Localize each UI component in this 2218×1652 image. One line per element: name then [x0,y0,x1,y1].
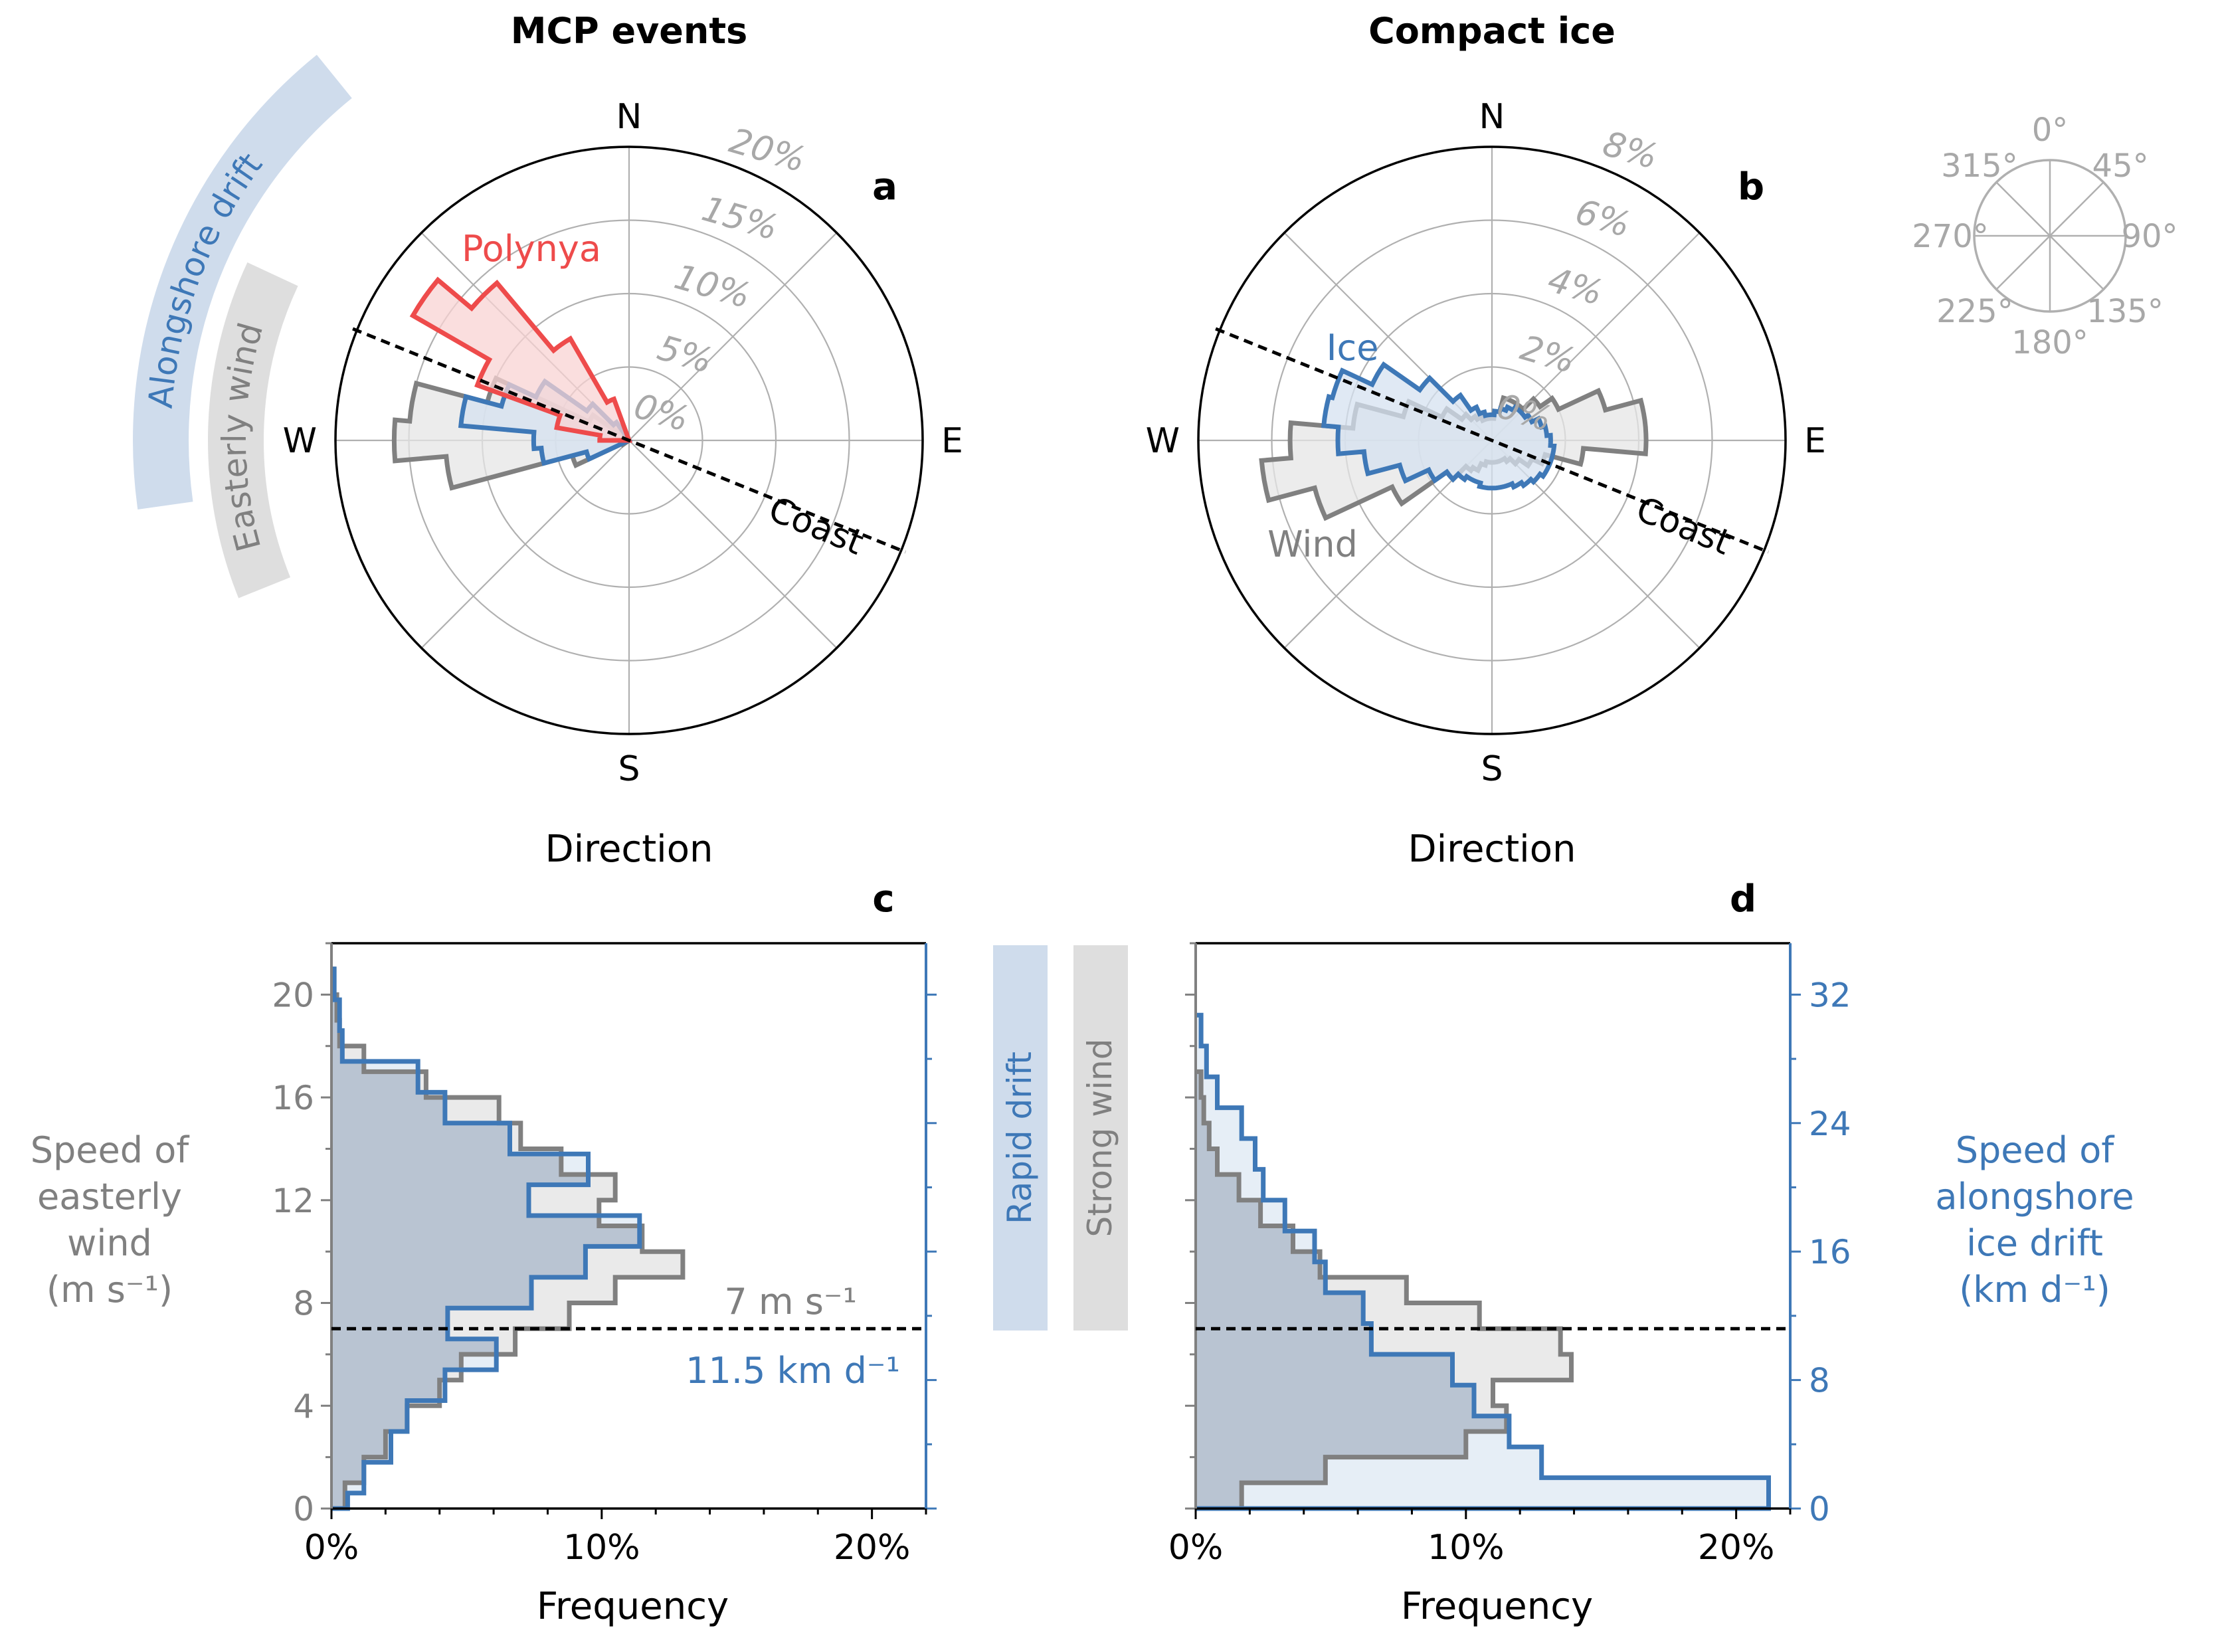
compass-legend-spoke [1995,181,2104,290]
compass-w: W [1146,421,1180,461]
rose-ice [1321,361,1557,491]
histogram-panel-d: 0 8 16 24 32 0% 10% 20% Frequency d Speed of alongs… [1168,877,2134,1628]
right-axis-label: (km d⁻¹) [1959,1269,2110,1311]
rapid-drift-band: Rapid drift [993,945,1048,1331]
easterly-wind-band-shape [208,262,298,598]
left-tick-label: 16 [272,1079,314,1117]
polar-frame [334,145,924,735]
compass-legend-label: 90° [2121,218,2177,255]
panel-label: c [872,877,894,921]
compass-e: E [1804,421,1826,461]
bottom-tick-label: 0% [304,1528,359,1568]
compass-legend: 0° 45° 90° 135°180°225° 270° 315° [1912,112,2177,361]
compass-n: N [1479,97,1505,137]
bottom-tick-label: 10% [563,1528,640,1568]
x-axis-label: Direction [1408,828,1576,871]
x-axis-label: Frequency [537,1585,729,1628]
compass-s: S [1481,749,1503,789]
left-tick-label: 0 [293,1490,314,1528]
hist-line-ice [331,966,642,1511]
coast-line [1215,327,1769,554]
coast-line [352,327,906,554]
hist-overlap [1196,968,1507,1509]
bottom-tick-label: 10% [1428,1528,1505,1568]
right-axis-label: alongshore [1935,1176,2134,1218]
ring-label: 6% [1571,192,1635,245]
hist-line-wind [1195,1069,1574,1511]
compass-legend-label: 180° [2011,324,2088,361]
right-tick-label: 0 [1809,1490,1830,1528]
compass-legend-label: 315° [1941,147,2018,185]
ring-label: 20% [725,121,810,181]
panel-label: d [1730,877,1756,921]
compass-legend-label: 0° [2032,112,2069,149]
coast-label: Coast [1631,490,1736,563]
left-axis-label: wind [67,1222,152,1264]
title-a: MCP events [511,10,748,52]
threshold-label-ice: 11.5 km d⁻¹ [686,1350,900,1392]
annotation-polynya: Polynya [462,228,601,270]
compass-n: N [616,97,642,137]
coast-label: Coast [763,490,869,563]
ring-label: 2% [1516,328,1580,381]
bottom-tick-label: 20% [834,1528,911,1568]
x-axis-label: Direction [545,828,713,871]
threshold-label-wind: 7 m s⁻¹ [724,1281,857,1323]
histogram-panel-c: 0 4 8 12 16 20 0% 10% 20% Frequency 7 m s⁻¹ 11.5 km… [31,877,937,1628]
rose-polynya [409,276,633,443]
panel-label: a [872,165,897,209]
right-tick-label: 8 [1809,1362,1830,1400]
left-axis-label: (m s⁻¹) [46,1269,173,1311]
ring-label: 4% [1544,260,1608,314]
strong-wind-band-shape [1073,945,1128,1331]
alongshore-drift-band-shape [133,54,352,509]
strong-wind-label: Strong wind [1081,1039,1119,1238]
left-tick-label: 12 [272,1182,314,1220]
hist-overlap [331,968,640,1509]
compass-w: W [283,421,317,461]
compass-e: E [941,421,963,461]
right-tick-label: 32 [1809,976,1851,1014]
title-b: Compact ice [1368,10,1616,52]
easterly-wind-band: Easterly wind [208,262,298,598]
compass-legend-label: 135° [2086,293,2164,330]
annotation-wind: Wind [1267,523,1358,565]
x-axis-label: Frequency [1401,1585,1593,1628]
ring-label: 0% [630,387,693,440]
ring-label: 15% [697,189,783,249]
right-tick-label: 16 [1809,1233,1851,1271]
compass-s: S [618,749,640,789]
annotation-ice: Ice [1327,327,1379,369]
ring-label: 8% [1598,124,1662,177]
polar-ring [1271,219,1713,662]
left-tick-label: 20 [272,976,314,1014]
ring-label: 10% [670,257,755,317]
compass-legend-label: 270° [1912,218,1989,255]
right-axis-label: ice drift [1966,1222,2103,1264]
right-tick-label: 24 [1809,1105,1851,1143]
left-axis-label: Speed of [31,1129,190,1171]
bottom-tick-label: 0% [1168,1528,1224,1568]
rapid-drift-band-shape [993,945,1048,1331]
left-tick-label: 8 [293,1285,314,1323]
polar-frame [1197,145,1787,735]
compass-legend-label: 45° [2092,147,2149,185]
bottom-tick-label: 20% [1698,1528,1775,1568]
rapid-drift-label: Rapid drift [1000,1052,1039,1224]
right-axis-label: Speed of [1956,1129,2115,1171]
panel-label: b [1738,165,1764,209]
ring-label: 5% [653,328,717,381]
compass-legend-label: 225° [1936,293,2013,330]
polar-panel-a: 0% 5% 10% 15% 20% N E S W Coast a Direction Polynya [283,97,963,871]
left-tick-label: 4 [293,1387,314,1425]
hist-line-ice [1195,1012,1771,1511]
left-axis-label: easterly [37,1176,182,1218]
strong-wind-band: Strong wind [1073,945,1128,1331]
